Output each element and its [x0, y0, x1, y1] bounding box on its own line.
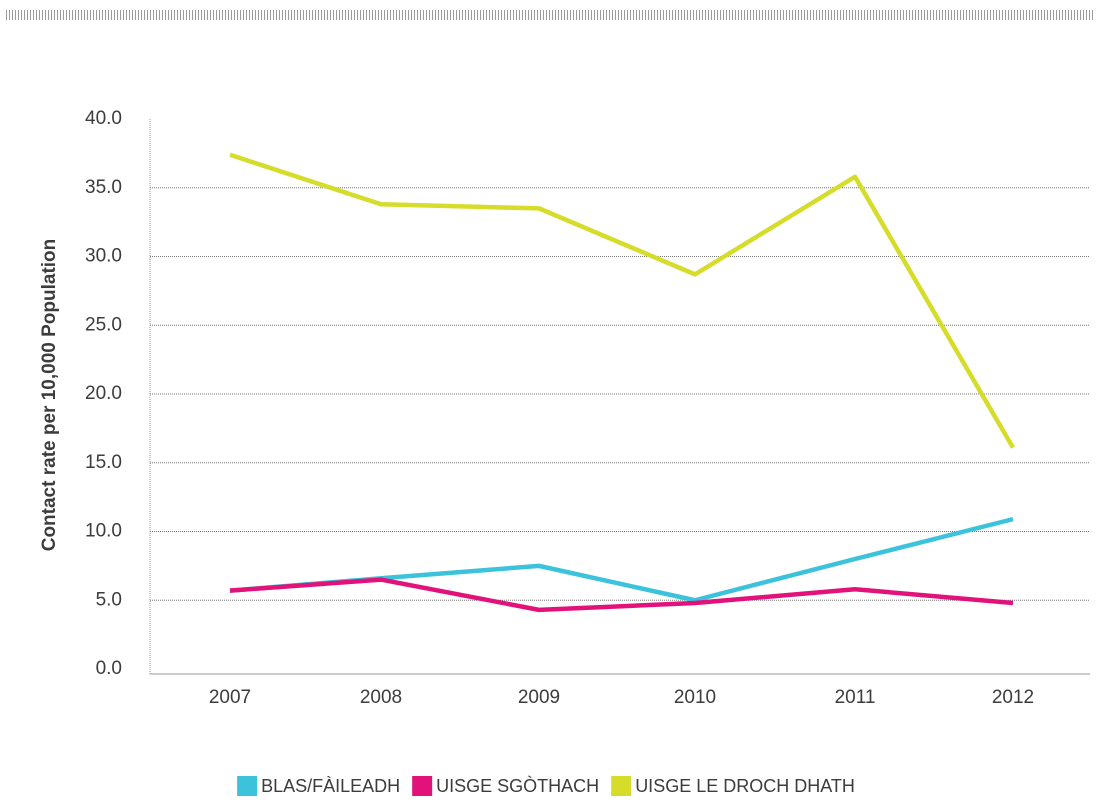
y-tick-label: 30.0	[85, 246, 122, 267]
legend-label: BLAS/FÀILEADH	[261, 776, 400, 796]
y-tick-label: 10.0	[85, 521, 122, 542]
x-tick-label: 2010	[674, 687, 716, 708]
y-tick-label: 35.0	[85, 177, 122, 198]
x-tick-label: 2009	[518, 687, 560, 708]
y-tick-label: 5.0	[96, 589, 122, 610]
series-line	[229, 152, 1015, 449]
legend-swatch	[611, 776, 632, 796]
legend-swatch	[412, 776, 433, 796]
x-tick-label: 2008	[360, 687, 402, 708]
y-tick-label: 20.0	[85, 383, 122, 404]
y-axis-label: Contact rate per 10,000 Population	[39, 239, 60, 552]
y-tick-label: 15.0	[85, 452, 122, 473]
x-tick-label: 2011	[835, 687, 876, 708]
header-stripe	[4, 10, 1094, 20]
x-tick-label: 2012	[992, 687, 1034, 708]
x-tick-label: 2007	[209, 687, 251, 708]
legend-label: UISGE SGÒTHACH	[436, 775, 599, 796]
y-tick-label: 25.0	[85, 314, 122, 335]
legend-label: UISGE LE DROCH DHATH	[635, 776, 855, 796]
series-line	[229, 516, 1014, 603]
y-tick-label: 40.0	[85, 108, 122, 129]
y-tick-label: 0.0	[96, 658, 122, 679]
series-line	[229, 577, 1014, 613]
legend-swatch	[237, 776, 258, 796]
